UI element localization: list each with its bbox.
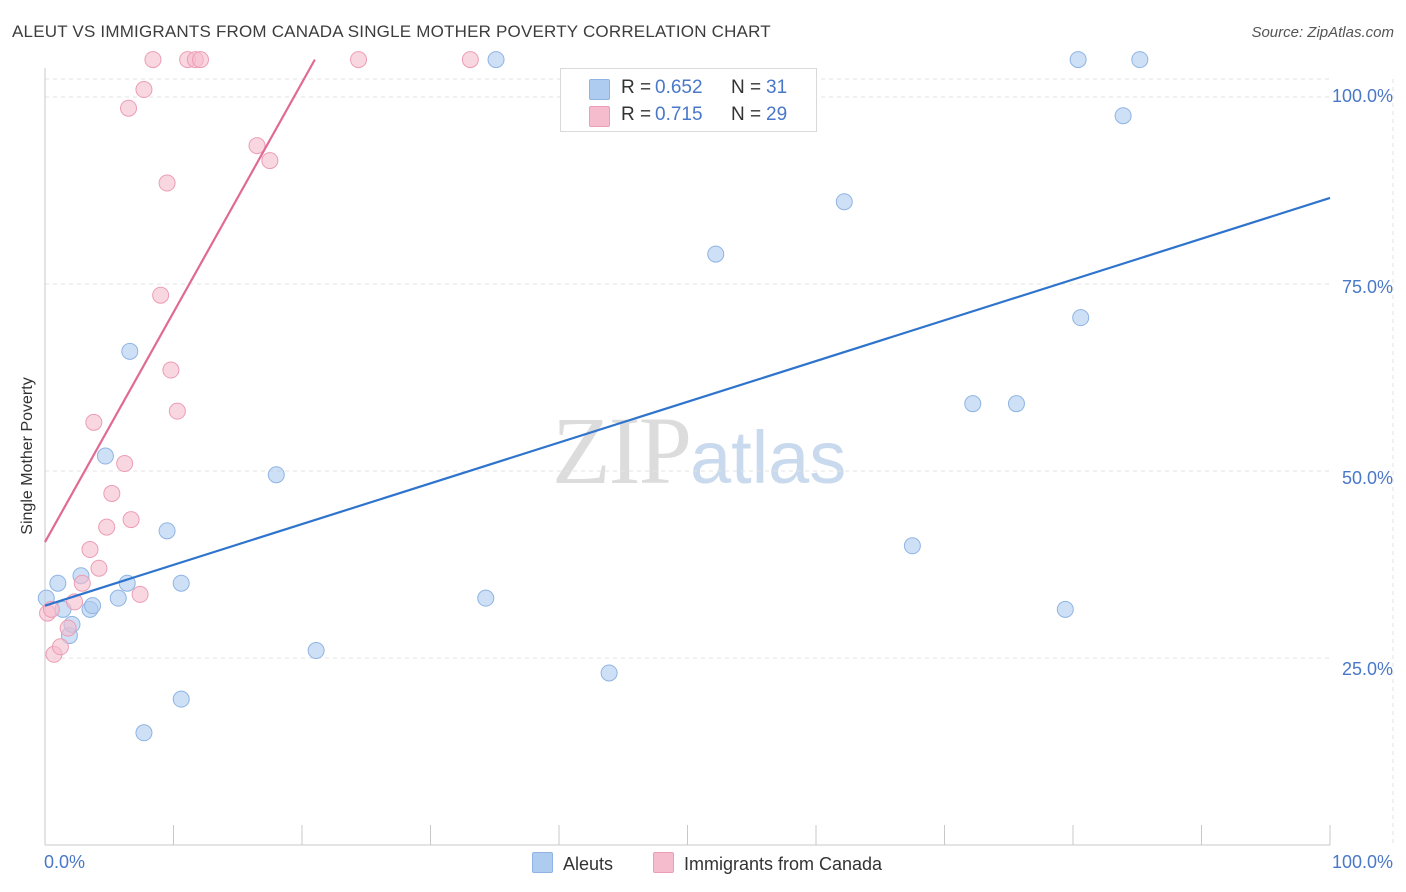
aleuts-legend-label: Aleuts xyxy=(563,854,614,874)
canada-point xyxy=(81,541,99,559)
aleut-point xyxy=(600,664,618,682)
legend-r-value: 0.715 xyxy=(655,104,703,125)
aleut-point xyxy=(96,447,114,465)
legend-n-value: 31 xyxy=(766,77,788,98)
stats-legend: R = 0.652 N = 31 R = 0.715 N = 29 xyxy=(560,68,817,132)
aleut-point xyxy=(109,589,127,607)
watermark-zip: ZIP xyxy=(552,397,692,504)
legend-n-label: N = xyxy=(731,77,762,98)
canada-point xyxy=(122,511,140,529)
aleut-point xyxy=(964,395,982,413)
aleut-point xyxy=(135,724,153,742)
y-tick-label-75: 75.0% xyxy=(1341,277,1393,297)
legend-n-value: 29 xyxy=(766,104,788,125)
y-tick-label-25: 25.0% xyxy=(1341,659,1393,679)
y-axis-label: Single Mother Poverty xyxy=(19,377,36,535)
aleut-point xyxy=(172,574,190,592)
canada-point xyxy=(191,51,209,69)
aleut-point xyxy=(49,574,67,592)
canada-point xyxy=(90,559,108,577)
aleut-point xyxy=(1007,395,1025,413)
aleut-point xyxy=(1069,51,1087,69)
canada-point xyxy=(152,286,170,304)
aleut-point xyxy=(121,342,139,360)
aleut-point xyxy=(835,193,853,211)
watermark-atlas: atlas xyxy=(690,416,847,499)
aleuts-swatch xyxy=(589,79,610,100)
aleut-point xyxy=(307,642,325,660)
aleut-trend-line xyxy=(44,196,1331,607)
aleut-point xyxy=(158,522,176,540)
canada-point xyxy=(59,619,77,637)
legend-r-value: 0.652 xyxy=(655,77,703,98)
canada-swatch xyxy=(589,106,610,127)
x-tick-label-max: 100.0% xyxy=(1331,852,1393,872)
bottom-legend-canada: Immigrants from Canada xyxy=(653,852,882,875)
source-credit: Source: ZipAtlas.com xyxy=(1251,24,1394,41)
canada-point xyxy=(168,402,186,420)
aleut-point xyxy=(487,51,505,69)
canada-point xyxy=(135,81,153,99)
canada-point xyxy=(120,99,138,117)
chart-title: ALEUT VS IMMIGRANTS FROM CANADA SINGLE M… xyxy=(12,22,771,41)
canada-point xyxy=(162,361,180,379)
canada-trend-line xyxy=(44,59,316,543)
aleut-point xyxy=(1056,600,1074,618)
aleut-point xyxy=(903,537,921,555)
canada-point xyxy=(98,518,116,536)
aleuts-legend-swatch xyxy=(532,852,553,873)
canada-point xyxy=(103,484,121,502)
canada-point xyxy=(116,455,134,473)
aleut-point xyxy=(172,690,190,708)
legend-r-label: R = xyxy=(621,104,652,125)
canada-point xyxy=(158,174,176,192)
aleut-point xyxy=(1114,107,1132,125)
y-tick-label-50: 50.0% xyxy=(1341,468,1393,488)
canada-point xyxy=(461,51,479,69)
canada-point xyxy=(350,51,368,69)
y-tick-label-100: 100.0% xyxy=(1331,86,1393,106)
canada-point xyxy=(51,638,69,656)
canada-point xyxy=(73,574,91,592)
canada-point xyxy=(248,137,266,155)
canada-point xyxy=(85,413,103,431)
canada-point xyxy=(261,152,279,170)
canada-point xyxy=(131,585,149,603)
bottom-legend-aleuts: Aleuts xyxy=(532,852,613,875)
watermark: ZIPatlas xyxy=(552,395,846,506)
aleut-point xyxy=(707,245,725,263)
canada-point xyxy=(144,51,162,69)
x-tick-label-min: 0.0% xyxy=(44,852,86,872)
aleut-point xyxy=(1072,309,1090,327)
canada-legend-label: Immigrants from Canada xyxy=(684,854,883,874)
aleut-point xyxy=(1131,51,1149,69)
canada-legend-swatch xyxy=(653,852,674,873)
legend-r-label: R = xyxy=(621,77,652,98)
aleut-point xyxy=(477,589,495,607)
aleut-point xyxy=(267,466,285,484)
aleut-point xyxy=(84,597,102,615)
legend-n-label: N = xyxy=(731,104,762,125)
